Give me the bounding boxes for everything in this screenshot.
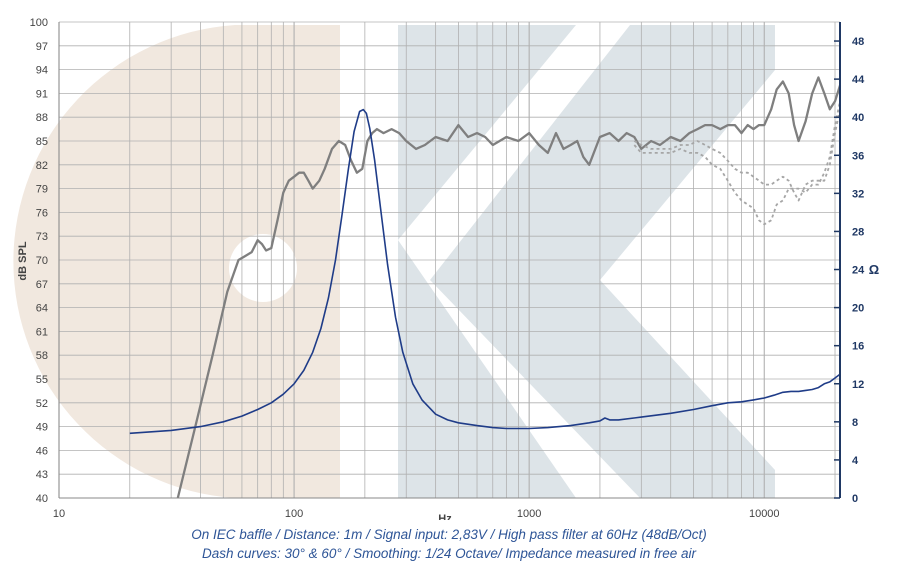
- y-tick-label-right: 8: [852, 417, 858, 429]
- x-tick-label: 10000: [749, 508, 780, 520]
- plot-area: [129, 76, 842, 499]
- spl-on-axis-curve: [176, 76, 842, 499]
- y-tick-label-right: 40: [852, 112, 864, 124]
- impedance-curve: [129, 108, 841, 435]
- brand-watermark-logo: [13, 25, 775, 498]
- y-tick-label-left: 73: [36, 231, 48, 243]
- y-tick-label-right: 48: [852, 36, 864, 48]
- chart-grid: [58, 21, 840, 499]
- y-tick-label-left: 76: [36, 207, 48, 219]
- y-tick-label-left: 49: [36, 422, 48, 434]
- y-tick-label-left: 67: [36, 279, 48, 291]
- y-tick-label-left: 97: [36, 41, 48, 53]
- y-tick-label-left: 58: [36, 350, 48, 362]
- y-tick-label-right: 16: [852, 341, 864, 353]
- y-tick-label-left: 70: [36, 255, 48, 267]
- y-tick-label-right: 4: [852, 455, 859, 467]
- y-tick-label-right: 24: [852, 265, 865, 277]
- y-tick-label-left: 88: [36, 112, 48, 124]
- y-axis-title-right: Ω: [869, 262, 879, 277]
- y-tick-label-right: 0: [852, 493, 858, 505]
- y-tick-label-left: 64: [36, 303, 48, 315]
- y-tick-label-left: 94: [36, 65, 48, 77]
- chart-axes: 4043464952555861646770737679828588919497…: [30, 17, 865, 520]
- off-axis-curve-1: [633, 109, 841, 202]
- off-axis-curve-2: [633, 101, 841, 226]
- y-tick-label-left: 52: [36, 398, 48, 410]
- y-tick-label-right: 28: [852, 226, 864, 238]
- y-tick-label-left: 91: [36, 88, 48, 100]
- y-tick-label-right: 20: [852, 303, 864, 315]
- y-axis-title-left: dB SPL: [17, 241, 29, 280]
- y-tick-label-right: 12: [852, 379, 864, 391]
- y-tick-label-left: 79: [36, 184, 48, 196]
- x-tick-label: 1000: [517, 508, 541, 520]
- y-tick-label-left: 85: [36, 136, 48, 148]
- frequency-response-chart: 4043464952555861646770737679828588919497…: [13, 17, 879, 520]
- caption-curve-notes: Dash curves: 30° & 60° / Smoothing: 1/24…: [201, 546, 697, 561]
- x-tick-label: 100: [285, 508, 303, 520]
- y-tick-label-right: 32: [852, 188, 864, 200]
- y-tick-label-left: 61: [36, 326, 48, 338]
- y-tick-label-right: 36: [852, 150, 864, 162]
- x-tick-label: 10: [53, 508, 65, 520]
- y-tick-label-left: 46: [36, 445, 48, 457]
- y-tick-label-left: 55: [36, 374, 48, 386]
- y-tick-label-right: 44: [852, 74, 865, 86]
- y-tick-label-left: 82: [36, 160, 48, 172]
- y-tick-label-left: 43: [36, 469, 48, 481]
- y-tick-label-left: 40: [36, 493, 48, 505]
- x-axis-title: Hz: [438, 513, 452, 520]
- y-tick-label-left: 100: [30, 17, 48, 29]
- caption-measurement-conditions: On IEC baffle / Distance: 1m / Signal in…: [191, 527, 707, 542]
